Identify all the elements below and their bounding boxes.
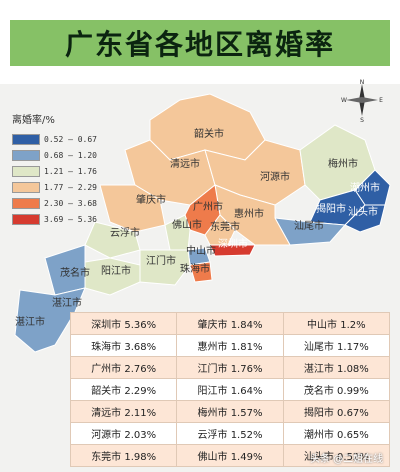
table-cell: 梅州市 1.57% bbox=[176, 400, 284, 423]
map-label-shanwei: 汕尾市 bbox=[294, 219, 324, 232]
table-cell: 中山市 1.2% bbox=[282, 312, 391, 335]
legend-item: 2.30 – 3.68 bbox=[12, 196, 112, 210]
legend-item: 1.21 – 1.76 bbox=[12, 164, 112, 178]
map-label-shaoguan: 韶关市 bbox=[194, 127, 224, 140]
compass-needle-ew bbox=[346, 97, 378, 103]
legend-item: 1.77 – 2.29 bbox=[12, 180, 112, 194]
region-shantou[interactable] bbox=[344, 204, 386, 233]
map-label-foshan: 佛山市 bbox=[172, 218, 202, 231]
map-label-yunfu: 云浮市 bbox=[110, 226, 140, 239]
legend-swatch bbox=[12, 165, 40, 177]
map-label-zhanjiang-south: 湛江市 bbox=[15, 315, 45, 328]
map-label-guangzhou: 广州市 bbox=[193, 200, 223, 213]
title-band: 广东省各地区离婚率 bbox=[0, 0, 400, 84]
table-cell: 河源市 2.03% bbox=[69, 422, 178, 445]
table-cell: 湛江市 1.08% bbox=[282, 356, 391, 379]
table-row: 韶关市 2.29% 阳江市 1.64% 茂名市 0.99% bbox=[69, 378, 391, 401]
legend-swatch bbox=[12, 197, 40, 209]
table-cell: 深圳市 5.36% bbox=[69, 312, 178, 335]
table-cell: 惠州市 1.81% bbox=[176, 334, 284, 357]
table-cell: 东莞市 1.98% bbox=[69, 444, 178, 467]
page-title: 广东省各地区离婚率 bbox=[10, 20, 390, 66]
legend-item: 0.68 – 1.20 bbox=[12, 148, 112, 162]
compass-n: N bbox=[360, 79, 365, 86]
table-cell: 汕头市 0.52% bbox=[282, 444, 391, 467]
map-label-zhuhai: 珠海市 bbox=[180, 262, 210, 275]
region-yunfu[interactable] bbox=[84, 221, 141, 259]
map-label-shenzhen: 深圳市 bbox=[218, 237, 248, 250]
compass-icon: N S W E bbox=[341, 79, 383, 122]
map-label-meizhou: 梅州市 bbox=[328, 157, 358, 170]
map-label-zhanjiang: 湛江市 bbox=[52, 296, 82, 309]
table-cell: 清远市 2.11% bbox=[69, 400, 178, 423]
table-row: 广州市 2.76% 江门市 1.76% 湛江市 1.08% bbox=[69, 356, 391, 379]
legend-swatch bbox=[12, 181, 40, 193]
table-cell: 揭阳市 0.67% bbox=[282, 400, 391, 423]
compass-s: S bbox=[360, 117, 364, 122]
compass-w: W bbox=[341, 97, 347, 104]
map-label-zhaoqing: 肇庆市 bbox=[136, 193, 166, 206]
region-foshan[interactable] bbox=[164, 214, 191, 251]
legend-label: 1.21 – 1.76 bbox=[44, 166, 97, 176]
map-label-dongguan: 东莞市 bbox=[210, 220, 240, 233]
legend: 离婚率/% 0.52 – 0.67 0.68 – 1.20 1.21 – 1.7… bbox=[12, 111, 112, 228]
table-cell: 茂名市 0.99% bbox=[282, 378, 391, 401]
map-label-huizhou: 惠州市 bbox=[234, 207, 264, 220]
table-row: 珠海市 3.68% 惠州市 1.81% 汕尾市 1.17% bbox=[69, 334, 391, 357]
region-zhanjiang[interactable] bbox=[14, 287, 86, 353]
table-cell: 云浮市 1.52% bbox=[176, 422, 284, 445]
map-label-zhongshan: 中山市 bbox=[186, 244, 216, 257]
map-label-jieyang: 揭阳市 bbox=[316, 202, 346, 215]
legend-swatch bbox=[12, 213, 40, 225]
legend-swatch bbox=[12, 149, 40, 161]
divorce-rate-table: 深圳市 5.36% 肇庆市 1.84% 中山市 1.2% 珠海市 3.68% 惠… bbox=[69, 312, 391, 467]
table-cell: 肇庆市 1.84% bbox=[176, 312, 284, 335]
region-zhuhai[interactable] bbox=[189, 261, 213, 283]
legend-item: 3.69 – 5.36 bbox=[12, 212, 112, 226]
watermark: 头条 @二姐在线 bbox=[310, 454, 384, 465]
table-cell: 江门市 1.76% bbox=[176, 356, 284, 379]
legend-item: 0.52 – 0.67 bbox=[12, 132, 112, 146]
table-cell: 潮州市 0.65% bbox=[282, 422, 391, 445]
table-cell: 珠海市 3.68% bbox=[69, 334, 178, 357]
map-label-qingyuan: 清远市 bbox=[170, 157, 200, 170]
table-row: 东莞市 1.98% 佛山市 1.49% 汕头市 0.52% bbox=[69, 444, 391, 467]
map-label-jiangmen: 江门市 bbox=[146, 254, 176, 267]
map-label-chaozhou: 潮州市 bbox=[350, 181, 380, 194]
legend-label: 0.68 – 1.20 bbox=[44, 150, 97, 160]
region-dongguan[interactable] bbox=[204, 214, 236, 246]
legend-swatch bbox=[12, 133, 40, 145]
table-cell: 阳江市 1.64% bbox=[176, 378, 284, 401]
map-label-yangjiang: 阳江市 bbox=[101, 264, 131, 277]
table-row: 深圳市 5.36% 肇庆市 1.84% 中山市 1.2% bbox=[69, 312, 391, 335]
table-cell: 汕尾市 1.17% bbox=[282, 334, 391, 357]
table-cell: 佛山市 1.49% bbox=[176, 444, 284, 467]
table-row: 清远市 2.11% 梅州市 1.57% 揭阳市 0.67% bbox=[69, 400, 391, 423]
legend-label: 2.30 – 3.68 bbox=[44, 198, 97, 208]
table-cell: 韶关市 2.29% bbox=[69, 378, 178, 401]
map-label-maoming: 茂名市 bbox=[60, 266, 90, 279]
map-label-heyuan: 河源市 bbox=[260, 170, 290, 183]
legend-label: 0.52 – 0.67 bbox=[44, 134, 97, 144]
table-row: 河源市 2.03% 云浮市 1.52% 潮州市 0.65% bbox=[69, 422, 391, 445]
compass-e: E bbox=[379, 97, 383, 104]
legend-label: 3.69 – 5.36 bbox=[44, 214, 97, 224]
legend-title: 离婚率/% bbox=[12, 115, 55, 126]
region-shenzhen[interactable] bbox=[209, 244, 256, 257]
legend-label: 1.77 – 2.29 bbox=[44, 182, 97, 192]
table-cell: 广州市 2.76% bbox=[69, 356, 178, 379]
map-label-shantou: 汕头市 bbox=[348, 205, 378, 218]
